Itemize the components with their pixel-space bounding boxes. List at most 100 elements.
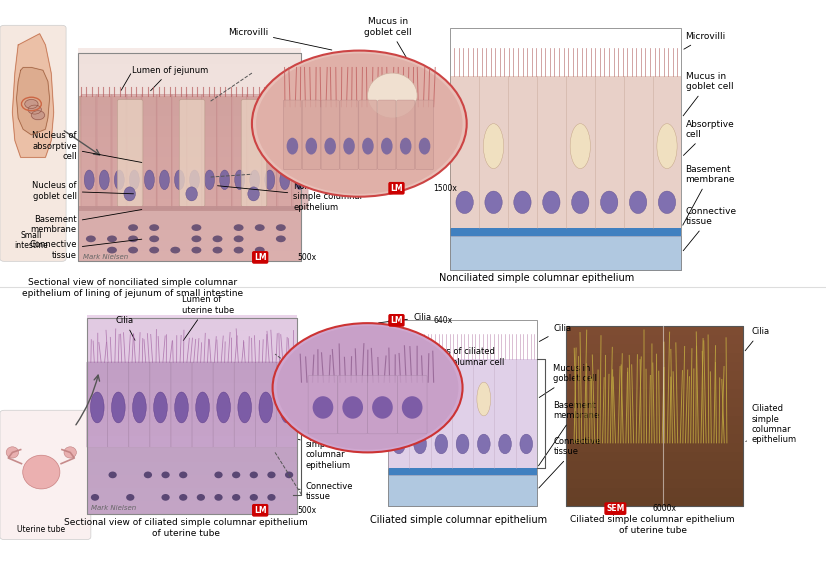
Bar: [78, 106, 301, 116]
Ellipse shape: [343, 396, 363, 419]
Bar: [87, 475, 297, 488]
Ellipse shape: [150, 224, 159, 231]
Ellipse shape: [287, 138, 298, 155]
Bar: [78, 95, 301, 106]
Bar: [388, 359, 537, 468]
FancyBboxPatch shape: [111, 94, 127, 209]
Ellipse shape: [499, 434, 511, 454]
Ellipse shape: [414, 434, 426, 454]
Ellipse shape: [392, 434, 406, 454]
Bar: [566, 326, 743, 506]
Circle shape: [31, 111, 45, 120]
FancyBboxPatch shape: [126, 94, 143, 209]
Ellipse shape: [485, 191, 502, 214]
Circle shape: [277, 326, 458, 450]
FancyBboxPatch shape: [150, 362, 171, 447]
Bar: [87, 462, 297, 475]
Text: Nucleus of ciliated
simple columnar cell: Nucleus of ciliated simple columnar cell: [417, 347, 505, 397]
FancyBboxPatch shape: [255, 362, 276, 447]
Bar: [566, 371, 743, 380]
Ellipse shape: [570, 124, 591, 169]
Ellipse shape: [514, 191, 531, 214]
Bar: [388, 468, 537, 475]
Bar: [87, 370, 297, 383]
Ellipse shape: [150, 247, 159, 253]
FancyBboxPatch shape: [179, 99, 205, 207]
Ellipse shape: [435, 434, 448, 454]
FancyBboxPatch shape: [262, 94, 278, 209]
FancyBboxPatch shape: [368, 375, 397, 434]
Ellipse shape: [280, 170, 290, 189]
Ellipse shape: [215, 494, 223, 501]
Bar: [78, 210, 301, 220]
Bar: [566, 488, 743, 497]
Bar: [566, 497, 743, 506]
Ellipse shape: [313, 396, 334, 419]
Ellipse shape: [657, 124, 677, 169]
Ellipse shape: [7, 447, 18, 458]
Ellipse shape: [381, 138, 392, 155]
FancyBboxPatch shape: [129, 362, 150, 447]
Circle shape: [256, 53, 463, 194]
Ellipse shape: [145, 170, 154, 189]
Text: Uterine tube: Uterine tube: [17, 525, 65, 534]
Bar: [78, 53, 301, 64]
Text: Mark Nielsen: Mark Nielsen: [83, 253, 128, 260]
Bar: [87, 318, 297, 514]
FancyBboxPatch shape: [292, 94, 308, 209]
Ellipse shape: [413, 382, 427, 416]
Ellipse shape: [161, 472, 169, 478]
FancyBboxPatch shape: [450, 76, 681, 228]
Ellipse shape: [159, 170, 169, 189]
FancyBboxPatch shape: [0, 410, 91, 540]
Text: Nonciliated simple columnar epithelium: Nonciliated simple columnar epithelium: [439, 273, 634, 283]
FancyBboxPatch shape: [358, 100, 377, 170]
Ellipse shape: [268, 494, 276, 501]
Ellipse shape: [144, 472, 152, 478]
Ellipse shape: [186, 187, 197, 201]
Ellipse shape: [235, 170, 244, 189]
Text: Connective
tissue: Connective tissue: [683, 207, 737, 251]
Text: Ciliated
simple
columnar
epithelium: Ciliated simple columnar epithelium: [746, 404, 797, 445]
Text: Lumen of jejunum: Lumen of jejunum: [132, 66, 208, 90]
Text: Cilia: Cilia: [539, 324, 572, 342]
FancyBboxPatch shape: [96, 94, 112, 209]
Ellipse shape: [601, 191, 618, 214]
Bar: [87, 315, 297, 362]
Ellipse shape: [190, 170, 200, 189]
Ellipse shape: [23, 455, 60, 489]
Ellipse shape: [174, 170, 184, 189]
Bar: [78, 116, 301, 126]
FancyBboxPatch shape: [450, 228, 681, 236]
Ellipse shape: [99, 170, 109, 189]
Ellipse shape: [192, 247, 202, 253]
FancyBboxPatch shape: [231, 94, 248, 209]
FancyBboxPatch shape: [340, 100, 358, 170]
FancyBboxPatch shape: [117, 99, 143, 207]
Ellipse shape: [254, 247, 264, 253]
Bar: [78, 199, 301, 209]
Ellipse shape: [400, 138, 411, 155]
Bar: [566, 326, 743, 506]
Text: Sectional view of ciliated simple columnar epithelium
of uterine tube: Sectional view of ciliated simple column…: [64, 518, 308, 538]
Ellipse shape: [232, 472, 240, 478]
Ellipse shape: [196, 392, 210, 423]
Text: LM: LM: [254, 506, 267, 515]
Circle shape: [28, 105, 41, 114]
Ellipse shape: [276, 224, 286, 231]
Ellipse shape: [150, 235, 159, 242]
FancyBboxPatch shape: [397, 375, 427, 434]
Text: Steve Gschmeissner/
Science Source: Steve Gschmeissner/ Science Source: [368, 380, 379, 446]
FancyBboxPatch shape: [216, 94, 233, 209]
Ellipse shape: [306, 138, 317, 155]
Ellipse shape: [130, 170, 140, 189]
Ellipse shape: [483, 124, 504, 169]
FancyBboxPatch shape: [171, 94, 188, 209]
Bar: [566, 479, 743, 488]
Ellipse shape: [212, 224, 222, 231]
Ellipse shape: [254, 224, 264, 231]
Text: Lumen of
uterine tube: Lumen of uterine tube: [182, 295, 234, 341]
Ellipse shape: [285, 494, 293, 501]
Text: Basement
membrane: Basement membrane: [683, 165, 735, 225]
Bar: [78, 168, 301, 178]
